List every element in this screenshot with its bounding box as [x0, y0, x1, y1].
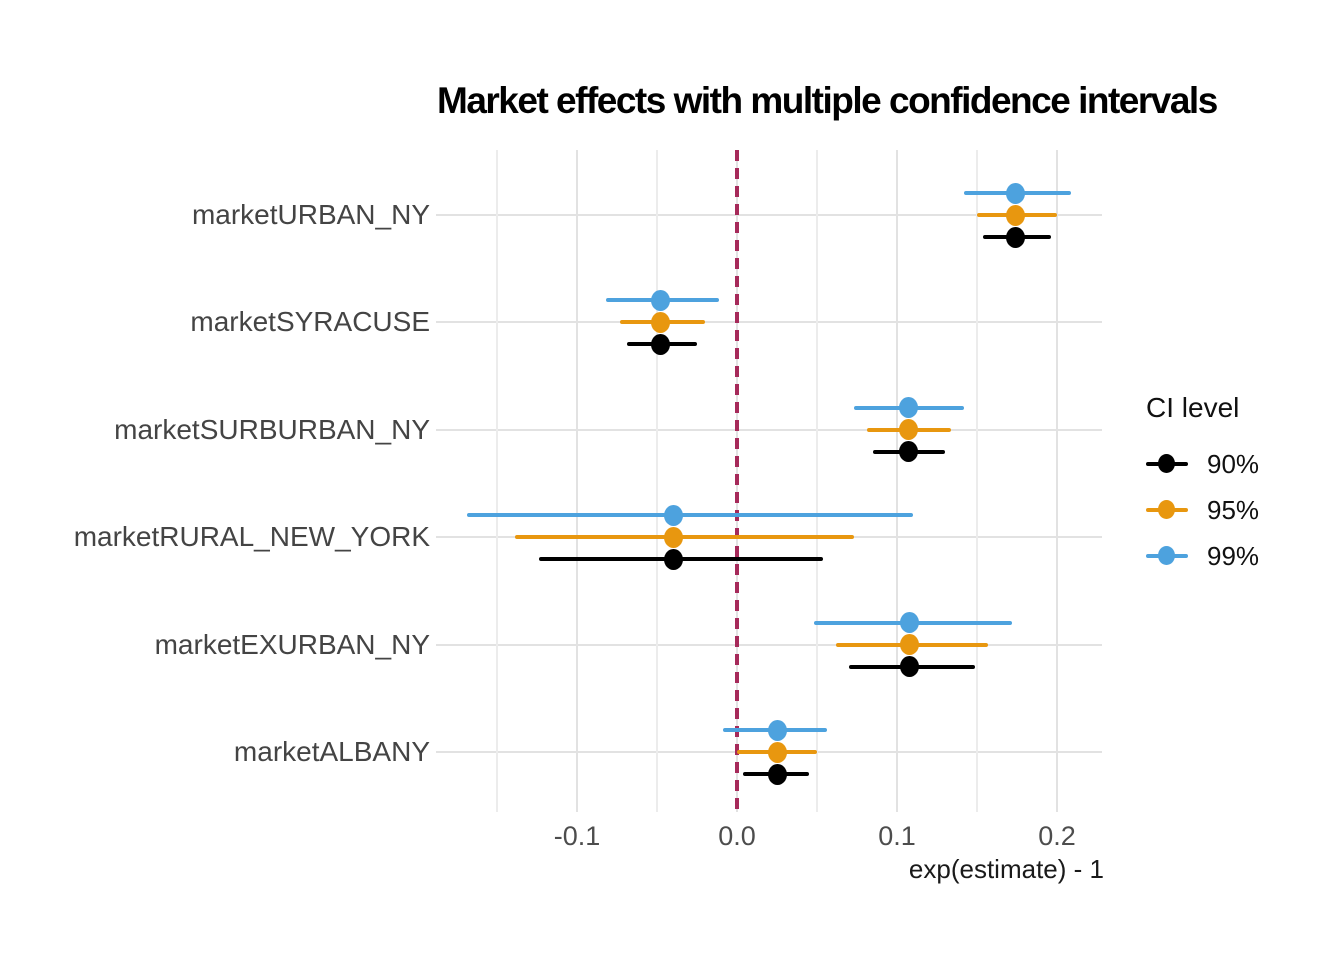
estimate-point-99: [650, 289, 670, 311]
estimate-point-90: [663, 548, 683, 570]
legend-key-dot-icon: [1158, 546, 1175, 565]
gridline-y-major: [436, 321, 1102, 324]
estimate-point-95: [898, 419, 918, 441]
estimate-point-99: [663, 504, 683, 526]
estimate-point-99: [898, 397, 918, 419]
legend-key-dot-icon: [1158, 500, 1175, 519]
gridline-x-major: [896, 150, 898, 812]
x-axis-tick-label: 0.0: [718, 821, 756, 851]
legend-key: [1146, 545, 1188, 567]
legend-item-95: 95%: [1146, 487, 1259, 533]
y-axis-label: marketSYRACUSE: [190, 306, 430, 338]
ci-interval-95: [514, 535, 854, 540]
x-axis-title: exp(estimate) - 1: [908, 854, 1104, 884]
gridline-x-minor: [976, 150, 978, 812]
legend: CI level 90% 95% 99%: [1146, 392, 1259, 579]
estimate-point-95: [663, 526, 683, 548]
y-axis-label: marketSURBURBAN_NY: [114, 413, 430, 445]
gridline-x-major: [1056, 150, 1058, 812]
estimate-point-99: [900, 612, 920, 634]
chart-title: Market effects with multiple confidence …: [437, 80, 1218, 121]
estimate-point-95: [767, 741, 787, 763]
estimate-point-90: [650, 333, 670, 355]
gridline-x-minor: [496, 150, 498, 812]
legend-key: [1146, 499, 1188, 521]
estimate-point-90: [1005, 226, 1025, 248]
legend-item-label: 95%: [1207, 494, 1260, 525]
estimate-point-99: [1005, 182, 1025, 204]
estimate-point-90: [900, 656, 920, 678]
gridline-y-major: [436, 214, 1102, 216]
legend-item-90: 90%: [1146, 441, 1259, 487]
y-axis-label: marketALBANY: [233, 736, 430, 767]
estimate-point-95: [650, 311, 670, 333]
legend-item-label: 90%: [1207, 448, 1260, 479]
zero-reference-line: [735, 150, 739, 812]
gridline-y-major: [436, 428, 1102, 431]
gridline-x-minor: [656, 150, 658, 812]
estimate-point-95: [900, 634, 920, 656]
x-axis-tick-label: 0.1: [878, 821, 916, 851]
legend-key: [1146, 453, 1188, 475]
y-axis-label: marketEXURBAN_NY: [154, 628, 430, 660]
gridline-x-minor: [816, 150, 818, 812]
estimate-point-99: [767, 719, 787, 741]
estimate-point-90: [898, 441, 918, 463]
x-axis-tick-label: -0.1: [553, 821, 601, 851]
estimate-point-90: [767, 763, 787, 785]
legend-item-99: 99%: [1146, 533, 1259, 579]
gridline-x-major: [576, 150, 578, 812]
x-axis-tick-label: 0.2: [1038, 821, 1076, 851]
ci-interval-99: [466, 513, 913, 518]
legend-item-label: 99%: [1207, 540, 1260, 571]
legend-key-dot-icon: [1158, 454, 1175, 473]
y-axis-label: marketRURAL_NEW_YORK: [73, 521, 430, 553]
legend-title: CI level: [1146, 392, 1240, 423]
legend-items: 90% 95% 99%: [1146, 441, 1259, 579]
estimate-point-95: [1005, 204, 1025, 226]
y-axis-label: marketURBAN_NY: [191, 199, 430, 230]
gridline-y-major: [436, 643, 1102, 646]
